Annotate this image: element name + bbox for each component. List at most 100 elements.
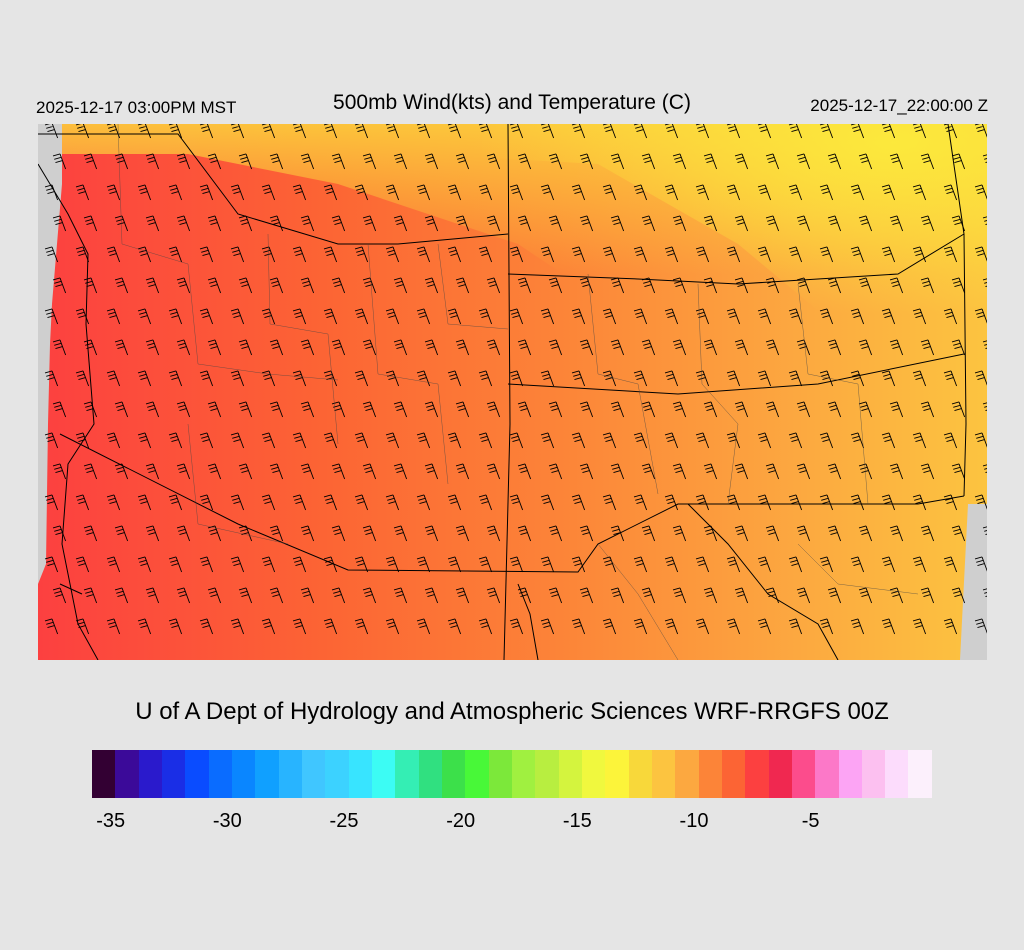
wind-barb: [416, 556, 431, 573]
wind-barb: [83, 215, 98, 232]
wind-barb: [672, 215, 687, 232]
wind-barb: [819, 618, 834, 635]
wind-barb: [881, 556, 896, 573]
wind-barb: [478, 308, 493, 325]
wind-barb: [145, 215, 160, 232]
wind-barb: [610, 153, 625, 170]
wind-barb: [912, 370, 927, 387]
wind-barb: [416, 308, 431, 325]
wind-barb: [734, 401, 749, 418]
wind-barb: [974, 370, 987, 386]
wind-barb: [889, 525, 904, 542]
colorbar-swatch: [815, 750, 839, 798]
wind-barb: [703, 339, 718, 356]
wind-barb: [951, 587, 966, 604]
wind-barb: [672, 587, 687, 604]
wind-barb: [912, 246, 927, 263]
wind-barb: [137, 308, 152, 325]
wind-barb: [354, 432, 369, 449]
wind-barb: [974, 618, 987, 634]
wind-barb: [393, 463, 408, 480]
wind-barb: [788, 370, 803, 387]
wind-barb: [641, 401, 656, 418]
wind-barb: [548, 215, 563, 232]
wind-barb: [393, 401, 408, 418]
wind-barb: [951, 277, 966, 294]
wind-barb: [486, 401, 501, 418]
wind-barb: [540, 308, 555, 325]
wind-barb: [982, 340, 987, 350]
wind-barb: [571, 494, 586, 511]
wind-barb: [230, 370, 245, 387]
wind-barb: [331, 215, 346, 232]
wind-barb: [889, 277, 904, 294]
wind-barb: [602, 246, 617, 263]
wind-barb: [726, 246, 741, 263]
wind-barb: [695, 432, 710, 449]
wind-barb: [827, 525, 842, 542]
wind-barb: [672, 463, 687, 480]
colorbar-swatch: [558, 750, 582, 798]
wind-barb: [44, 308, 59, 325]
wind-barb: [292, 432, 307, 449]
wind-barb: [207, 401, 222, 418]
colorbar-swatch: [465, 750, 489, 798]
wind-barb: [75, 370, 90, 387]
wind-barb: [610, 277, 625, 294]
wind-barb: [137, 246, 152, 263]
local-time-label: 2025-12-17 03:00PM MST: [36, 98, 237, 117]
wind-barb: [385, 246, 400, 263]
colorbar-swatch: [278, 750, 302, 798]
wind-barb: [858, 401, 873, 418]
wind-barb: [424, 463, 439, 480]
wind-barb: [951, 153, 966, 170]
cold-northeast: [62, 124, 987, 504]
wind-barb: [858, 277, 873, 294]
colorbar-swatch: [348, 750, 372, 798]
wind-barb: [943, 556, 958, 573]
wind-barb: [168, 124, 183, 139]
wind-barb: [292, 308, 307, 325]
wind-barb: [703, 215, 718, 232]
colorbar-swatch: [861, 750, 886, 798]
wind-barb: [424, 339, 439, 356]
colorbar-tick-label: -10: [679, 810, 709, 832]
wind-barb: [726, 308, 741, 325]
wind-barb: [199, 246, 214, 263]
wind-barb: [881, 246, 896, 263]
wind-barb: [641, 463, 656, 480]
wind-barb: [486, 215, 501, 232]
wind-barb: [912, 184, 927, 201]
wind-barb: [633, 124, 648, 139]
wind-barb: [819, 246, 834, 263]
wind-barb: [44, 124, 59, 139]
wind-barb: [207, 339, 222, 356]
wind-barb: [579, 463, 594, 480]
wind-barb: [788, 308, 803, 325]
colorbar-swatch: [745, 750, 769, 798]
wind-barb: [176, 463, 191, 480]
colorbar-swatch: [628, 750, 652, 798]
wind-barb: [331, 277, 346, 294]
wind-barb: [633, 432, 648, 449]
wind-barb: [385, 370, 400, 387]
wind-barb: [416, 370, 431, 387]
wind-barb: [393, 153, 408, 170]
wind-barb: [850, 556, 865, 573]
wind-barb: [517, 339, 532, 356]
wind-barb: [850, 432, 865, 449]
wind-barb: [912, 556, 927, 573]
wind-barb: [269, 525, 284, 542]
wind-barb: [540, 494, 555, 511]
colorbar-swatch: [535, 750, 559, 798]
wind-barb: [974, 494, 987, 510]
wind-barb: [261, 246, 276, 263]
wind-barb: [83, 401, 98, 418]
wind-barb: [517, 401, 532, 418]
wind-barb: [641, 339, 656, 356]
wind-barb: [238, 153, 253, 170]
wind-barb: [393, 587, 408, 604]
wind-barb: [796, 463, 811, 480]
wind-barb: [881, 494, 896, 511]
wind-barb: [114, 215, 129, 232]
